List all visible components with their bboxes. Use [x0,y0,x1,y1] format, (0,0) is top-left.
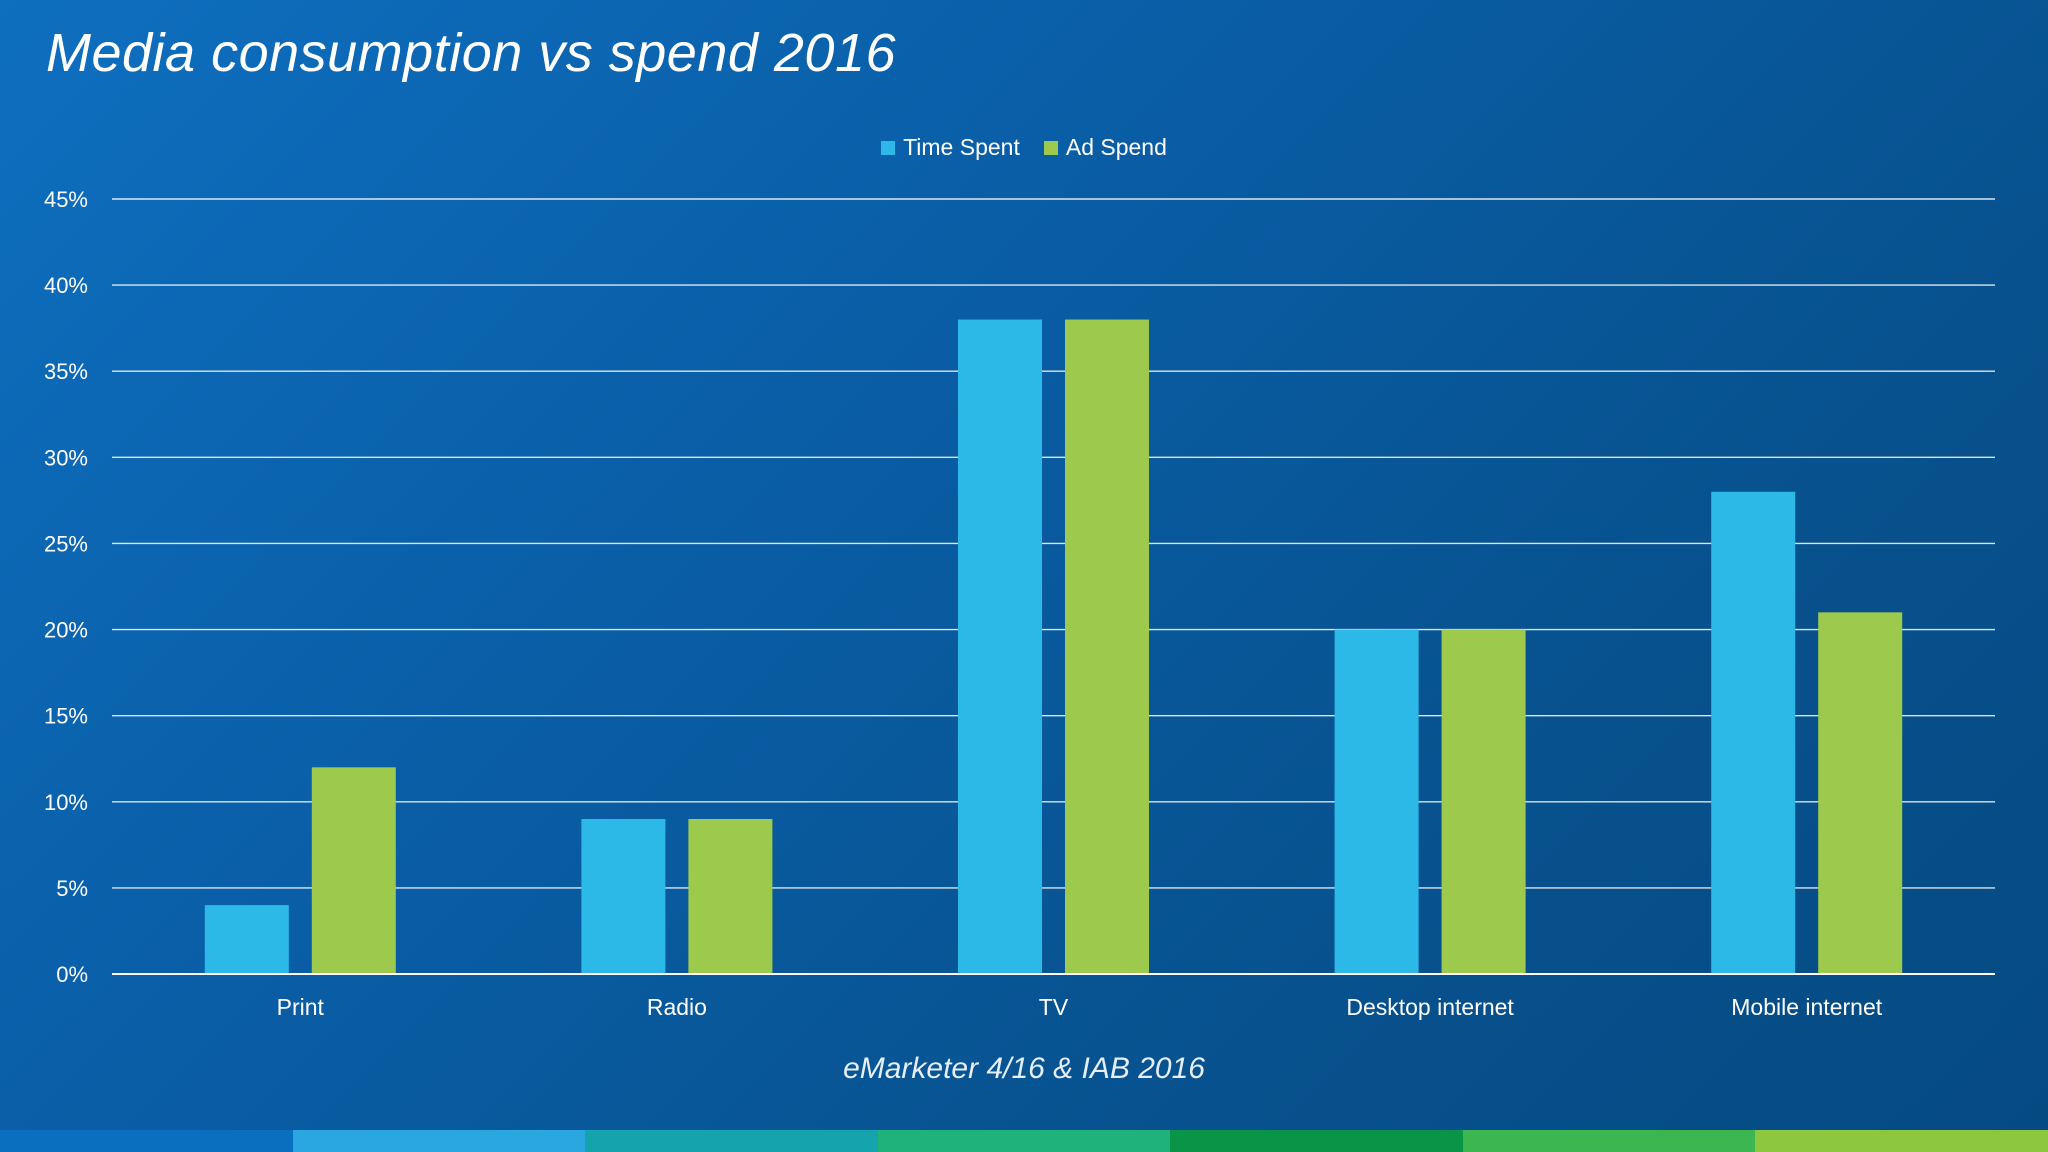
x-tick-label: Print [277,994,325,1020]
bar-ad-spend [688,819,773,974]
chart-legend: Time Spent Ad Spend [0,134,2048,161]
x-tick-label: TV [1039,994,1069,1020]
footer-strip-segment [0,1130,293,1152]
footer-strip-segment [585,1130,878,1152]
y-tick-label: 5% [56,876,88,901]
bar-ad-spend [1065,319,1149,974]
legend-item-time-spent: Time Spent [881,134,1020,161]
x-tick-label: Mobile internet [1731,994,1882,1020]
x-tick-label: Desktop internet [1346,994,1514,1020]
y-tick-label: 30% [44,445,88,470]
y-tick-label: 15% [44,704,88,729]
footer-strip-segment [877,1130,1171,1152]
legend-label-time-spent: Time Spent [903,134,1020,160]
bar-ad-spend [1818,612,1903,974]
y-tick-label: 0% [56,962,88,987]
bar-ad-spend [311,767,396,974]
footer-strip-segment [292,1130,586,1152]
bar-time-spent [581,819,666,974]
footer-color-strip [0,1130,2048,1152]
bar-time-spent [1711,491,1796,974]
y-tick-label: 20% [44,618,88,643]
y-tick-label: 10% [44,790,88,815]
y-tick-label: 35% [44,359,88,384]
footer-strip-segment [1170,1130,1463,1152]
footer-strip-segment [1755,1130,2048,1152]
bar-time-spent [1334,629,1419,974]
bar-time-spent [958,319,1042,974]
source-caption: eMarketer 4/16 & IAB 2016 [843,1052,1205,1085]
y-tick-label: 40% [44,273,88,298]
legend-label-ad-spend: Ad Spend [1065,134,1167,160]
footer-strip-segment [1462,1130,1756,1152]
x-tick-label: Radio [647,994,707,1020]
legend-swatch-ad-spend [1043,140,1058,155]
chart-title: Media consumption vs spend 2016 [46,23,897,83]
legend-swatch-time-spent [881,140,896,155]
legend-item-ad-spend: Ad Spend [1043,134,1167,161]
bar-time-spent [204,905,289,974]
bar-ad-spend [1441,629,1526,974]
y-tick-label: 25% [44,531,88,556]
y-tick-label: 45% [44,187,88,212]
